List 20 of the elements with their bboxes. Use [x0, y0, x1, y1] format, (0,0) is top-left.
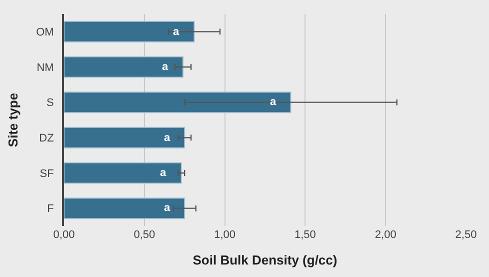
x-axis-title: Soil Bulk Density (g/cc): [192, 252, 338, 268]
y-axis-title: Site type: [6, 92, 21, 148]
y-tick-label: F: [47, 203, 54, 216]
x-tick-label: 0,00: [53, 229, 75, 241]
y-tick-label: NM: [36, 62, 54, 74]
annotation: a: [164, 132, 171, 144]
annotation: a: [164, 202, 171, 214]
x-tick-label: 2,00: [374, 229, 396, 241]
x-tick-label: 1,00: [214, 229, 236, 241]
y-tick-label: S: [46, 97, 54, 110]
x-tick-label: 1,50: [294, 229, 316, 241]
y-tick-label: OM: [36, 26, 54, 39]
annotation: a: [160, 167, 167, 179]
annotation: a: [173, 26, 180, 38]
x-tick-label: 0,50: [134, 229, 156, 241]
annotation: a: [270, 96, 277, 108]
annotation: a: [162, 61, 169, 73]
y-tick-label: SF: [40, 168, 54, 180]
y-tick-label: DZ: [39, 132, 54, 145]
x-tick-label: 2,50: [455, 229, 477, 241]
